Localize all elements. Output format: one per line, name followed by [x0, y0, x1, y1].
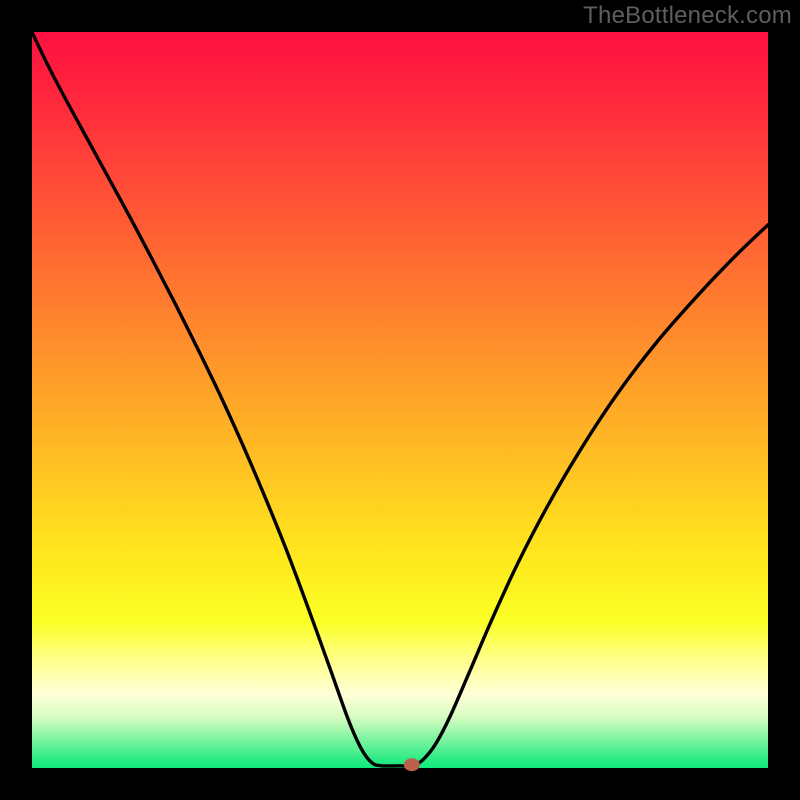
optimal-point-marker — [404, 758, 420, 771]
bottleneck-chart-svg — [0, 0, 800, 800]
plot-background — [32, 32, 768, 768]
chart-container: TheBottleneck.com — [0, 0, 800, 800]
